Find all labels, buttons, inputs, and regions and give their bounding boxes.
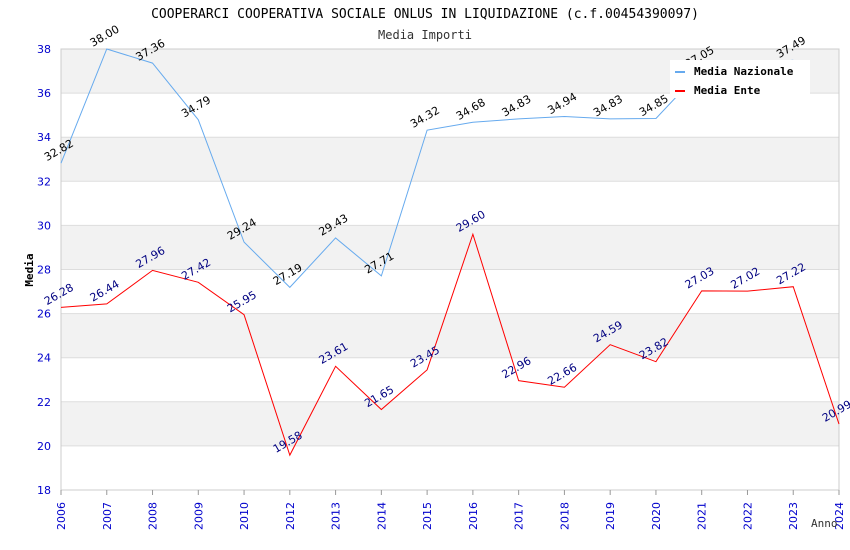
- y-tick-label: 24: [37, 352, 51, 365]
- y-tick-label: 20: [37, 440, 51, 453]
- legend-swatch-ente: [675, 90, 685, 92]
- data-label: 34.83: [591, 92, 625, 119]
- grid-band: [61, 137, 839, 182]
- x-tick-label: 2010: [238, 502, 251, 530]
- x-tick-label: 2014: [375, 502, 388, 530]
- plot-border: [60, 48, 840, 491]
- x-tick-label: 2020: [650, 502, 663, 530]
- legend-label-ente: Media Ente: [694, 84, 761, 97]
- y-tick-label: 38: [37, 43, 51, 56]
- data-label: 34.68: [454, 96, 488, 123]
- x-tick-label: 2016: [467, 502, 480, 530]
- x-tick-label: 2009: [192, 502, 205, 530]
- grid-band: [61, 401, 839, 446]
- y-tick-label: 26: [37, 308, 51, 321]
- series-line-nazionale: [60, 48, 794, 289]
- y-tick-label: 34: [37, 131, 51, 144]
- y-tick-label: 22: [37, 396, 51, 409]
- y-tick-label: 32: [37, 175, 51, 188]
- x-tick-label: 2012: [284, 502, 297, 530]
- x-tick-label: 2018: [558, 502, 571, 530]
- data-label: 22.96: [500, 354, 534, 381]
- data-label: 34.79: [179, 93, 213, 120]
- x-axis-label: Anno: [811, 517, 838, 530]
- data-label: 34.85: [637, 92, 671, 119]
- x-tick-label: 2013: [330, 502, 343, 530]
- x-tick-label: 2008: [147, 502, 160, 530]
- data-label: 22.66: [545, 361, 579, 388]
- y-axis-label: Media: [23, 253, 36, 286]
- chart-title: COOPERARCI COOPERATIVA SOCIALE ONLUS IN …: [151, 7, 699, 22]
- chart-subtitle: Media Importi: [378, 28, 472, 42]
- x-tick-label: 2022: [741, 502, 754, 530]
- legend: Media Nazionale Media Ente: [670, 60, 810, 98]
- x-tick-label: 2007: [101, 502, 114, 530]
- grid-band: [61, 225, 839, 270]
- data-label: 34.32: [408, 104, 442, 131]
- x-tick-label: 2021: [696, 502, 709, 530]
- y-tick-label: 36: [37, 87, 51, 100]
- x-tick-label: 2015: [421, 502, 434, 530]
- series-line-ente: [60, 232, 840, 457]
- x-tick-label: 2006: [55, 502, 68, 530]
- legend-label-nazionale: Media Nazionale: [694, 65, 794, 78]
- x-tick-label: 2017: [513, 502, 526, 530]
- data-label: 26.28: [42, 281, 76, 308]
- y-tick-label: 28: [37, 264, 51, 277]
- data-label: 25.95: [225, 288, 259, 315]
- y-tick-label: 30: [37, 219, 51, 232]
- x-tick-label: 2023: [787, 502, 800, 530]
- data-label: 26.44: [88, 277, 122, 304]
- legend-swatch-nazionale: [675, 71, 685, 73]
- data-label: 34.94: [545, 90, 579, 117]
- y-tick-label: 18: [37, 484, 51, 497]
- x-tick-label: 2019: [604, 502, 617, 530]
- data-label: 38.00: [88, 23, 122, 50]
- data-label: 34.83: [500, 92, 534, 119]
- grid-band: [61, 313, 839, 358]
- x-tick-label: 2024: [833, 502, 846, 530]
